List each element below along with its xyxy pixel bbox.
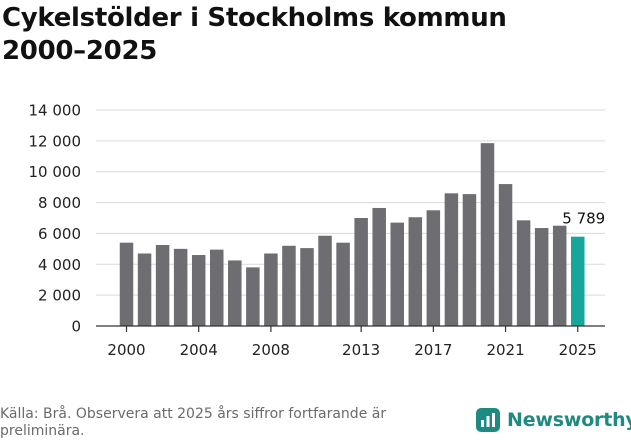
brand-name: Newsworthy [507,409,631,431]
x-tick-label: 2000 [107,341,145,359]
bar [426,210,441,326]
bar [516,220,531,326]
x-tick-label: 2008 [252,341,290,359]
brand: Newsworthy [476,408,631,432]
chart-title: Cykelstölder i Stockholms kommun 2000–20… [2,2,622,68]
bar [552,225,567,326]
y-tick-label: 2 000 [38,287,81,305]
y-tick-label: 6 000 [38,225,81,243]
bar [462,194,477,326]
bar [137,253,152,326]
bar [498,184,513,326]
bar [318,235,332,326]
y-tick-label: 14 000 [29,102,82,120]
bar [336,242,350,326]
x-tick-label: 2013 [342,341,380,359]
x-tick-label: 2025 [559,341,597,359]
source-note: Källa: Brå. Observera att 2025 års siffr… [0,406,387,439]
bar [444,193,459,326]
y-tick-label: 12 000 [29,132,82,150]
bar [155,245,170,326]
bar [300,248,314,326]
bar [534,228,549,326]
bar [354,218,368,326]
bar [480,143,495,326]
y-tick-label: 8 000 [38,194,81,212]
bar [372,207,386,326]
bar [246,267,260,326]
x-tick-label: 2004 [180,341,218,359]
highlight-data-label: 5 789 [562,210,605,228]
bar [264,253,278,326]
y-tick-label: 10 000 [29,163,82,181]
chart-title-line-2: 2000–2025 [2,36,158,66]
y-tick-label: 4 000 [38,256,81,274]
x-tick-label: 2017 [414,341,452,359]
y-tick-label: 0 [71,318,81,336]
x-tick-label: 2021 [486,341,524,359]
bar-highlight [571,236,585,326]
bar [191,255,206,326]
bar [173,248,188,326]
bar [119,242,134,326]
chart-title-line-1: Cykelstölder i Stockholms kommun [2,3,507,33]
bar [228,260,242,326]
bar [390,222,404,326]
bar [408,217,423,326]
bar [282,245,296,326]
bar [210,249,224,326]
newsworthy-logo-icon [476,408,500,432]
